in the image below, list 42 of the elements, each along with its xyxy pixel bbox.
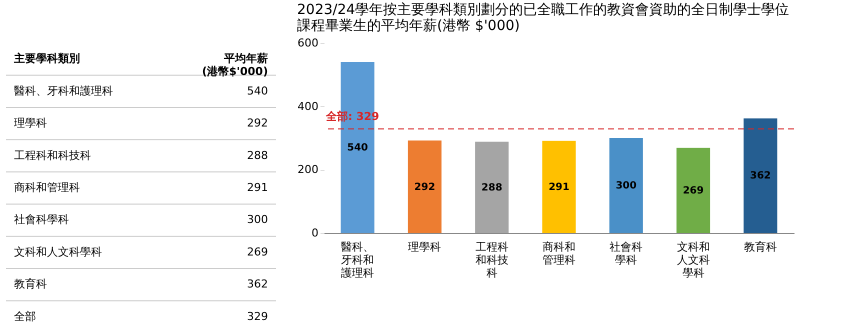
text: 主要學科類別 bbox=[13, 52, 80, 66]
data-label: 362 bbox=[247, 278, 268, 291]
data-label: 292 bbox=[247, 116, 268, 130]
bar bbox=[609, 138, 643, 233]
data-label: 540 bbox=[247, 84, 268, 98]
x-tick-label: 工程科和科技科 bbox=[475, 240, 508, 280]
y-tick-label: 400 bbox=[298, 100, 318, 113]
data-label: 329 bbox=[247, 310, 268, 323]
data-label: 288 bbox=[481, 182, 502, 194]
category-label: 全部 bbox=[14, 310, 36, 323]
y-tick-label: 0 bbox=[312, 226, 318, 240]
x-tick-label: 文科和人文科學科 bbox=[676, 240, 710, 280]
category-label: 商科和管理科 bbox=[14, 181, 80, 194]
category-label: 社會科學科 bbox=[14, 213, 69, 226]
data-label: 291 bbox=[548, 182, 570, 193]
category-label: 醫科、牙科和護理科 bbox=[14, 84, 113, 98]
data-label: 291 bbox=[247, 181, 268, 194]
x-tick-label: 理學科 bbox=[408, 240, 442, 254]
category-label: 教育科 bbox=[14, 278, 47, 291]
x-tick-label: 教育科 bbox=[744, 240, 777, 254]
data-label: 540 bbox=[347, 142, 368, 154]
chart-title: 2023/24學年按主要學科類別劃分的已全職工作的教資會資助的全日制學士學位課程畢業生的平均年薪(港幣 $'000) bbox=[297, 2, 790, 34]
data-label: 269 bbox=[682, 185, 704, 196]
data-label: 288 bbox=[247, 148, 268, 162]
data-label: 300 bbox=[247, 213, 268, 226]
bar bbox=[475, 142, 509, 233]
y-tick-label: 600 bbox=[298, 36, 318, 50]
data-label: 362 bbox=[750, 170, 771, 182]
category-label: 工程科和科技科 bbox=[14, 148, 91, 162]
data-label: 292 bbox=[414, 182, 436, 193]
x-tick-label: 商科和管理科 bbox=[542, 240, 576, 266]
x-tick-label: 社會科學科 bbox=[610, 240, 643, 266]
y-tick-label: 200 bbox=[298, 163, 318, 176]
bar bbox=[542, 140, 576, 233]
text: 平均年薪 (港幣$'000) bbox=[202, 52, 268, 78]
data-label: 269 bbox=[247, 245, 268, 258]
data-label: 300 bbox=[616, 180, 637, 192]
bar bbox=[676, 148, 710, 233]
x-tick-label: 醫科、牙科和護理科 bbox=[341, 240, 374, 280]
bar bbox=[744, 118, 778, 233]
bar bbox=[408, 140, 442, 233]
category-label: 理學科 bbox=[14, 116, 47, 130]
